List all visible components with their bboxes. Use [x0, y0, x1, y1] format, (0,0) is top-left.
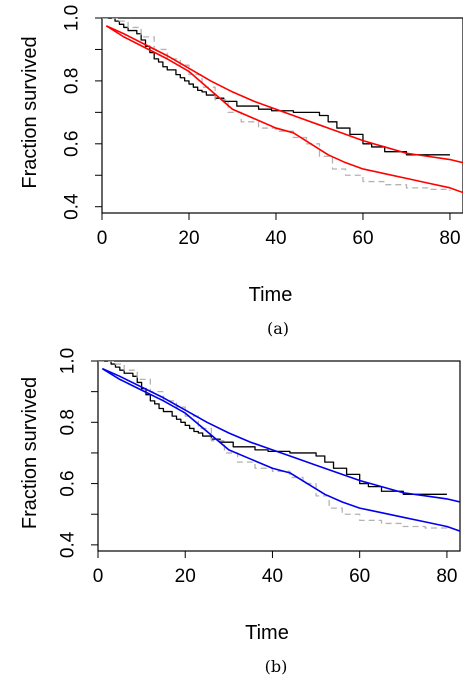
panel-b: 0 20 40 60 80 0.4 0.6 0.8 1.0 Time Fraction surviv…	[19, 348, 461, 676]
x-tick-label: 60	[352, 228, 373, 249]
x-tick-label: 20	[175, 566, 196, 587]
x-tick-label: 40	[265, 228, 286, 249]
series-group	[98, 361, 460, 532]
y-tick-label: 0.8	[58, 409, 79, 435]
y-tick-label: 1.0	[58, 348, 79, 374]
x-tick-label: 60	[349, 566, 370, 587]
panel-a: 0 20 40 60 80 0.4 0.6 0.8 1.0 Time Fraction surviv…	[19, 5, 463, 338]
y-axis-title: Fraction survived	[19, 36, 41, 188]
y-axis-title: Fraction survived	[19, 377, 41, 529]
x-tick-label: 20	[178, 228, 199, 249]
panel-caption: (a)	[267, 319, 289, 338]
x-axis-title: Time	[245, 622, 289, 644]
series-smooth-curve	[106, 25, 463, 164]
x-tick-label: 0	[97, 228, 108, 249]
y-tick-label: 0.4	[58, 531, 79, 558]
y-tick-label: 1.0	[62, 5, 83, 31]
y-tick-label: 0.6	[62, 131, 83, 157]
series-smooth-curve	[101, 367, 460, 532]
series-step-black	[102, 18, 450, 156]
x-tick-label: 80	[436, 566, 457, 587]
y-tick-label: 0.6	[58, 470, 79, 496]
x-tick-label: 80	[439, 228, 460, 249]
series-step-black	[98, 361, 447, 495]
panel-caption: (b)	[265, 657, 288, 676]
series-smooth-curve	[105, 25, 463, 194]
plot-frame	[101, 17, 463, 214]
series-group	[102, 18, 463, 194]
series-step-dashed-gray	[102, 18, 451, 191]
x-tick-label: 0	[93, 566, 104, 587]
x-tick-label: 40	[262, 566, 283, 587]
series-step-dashed-gray	[98, 361, 448, 530]
series-smooth-curve	[102, 367, 460, 503]
plot-frame	[97, 360, 461, 552]
y-tick-label: 0.4	[62, 193, 83, 220]
y-tick-label: 0.8	[62, 68, 83, 94]
x-axis-title: Time	[249, 284, 293, 306]
